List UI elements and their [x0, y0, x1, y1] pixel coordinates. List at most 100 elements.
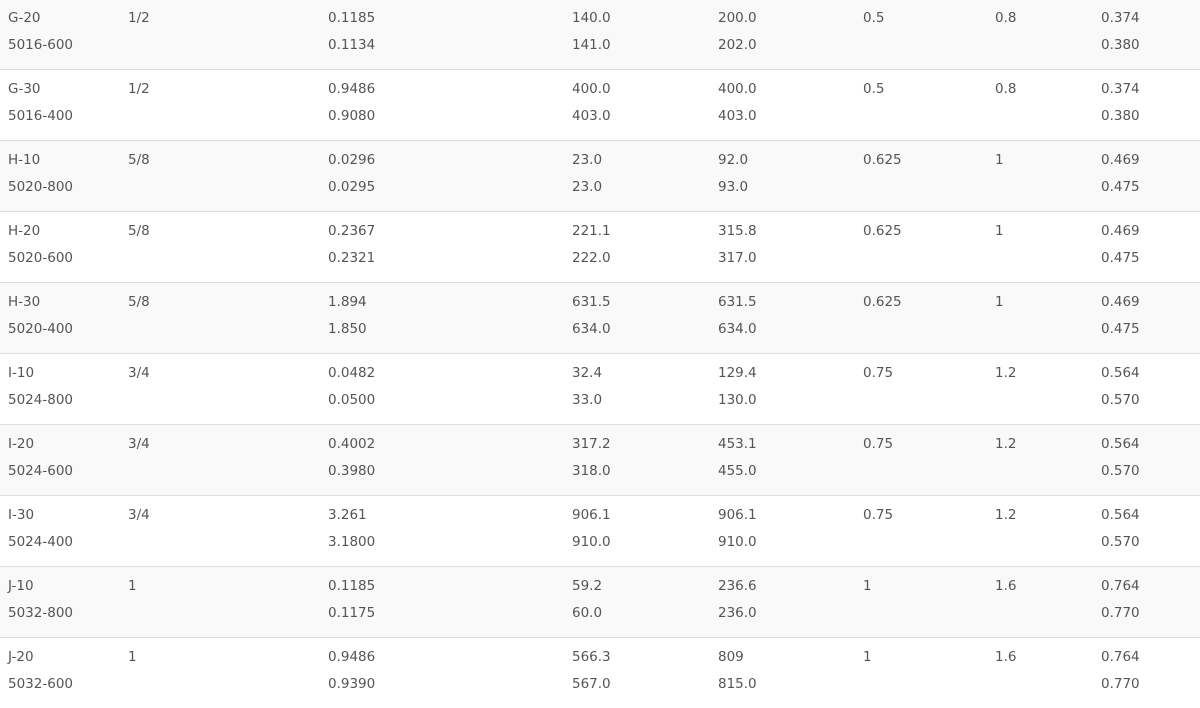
- value-cell: 631.5 634.0: [572, 282, 718, 353]
- value-cell: 315.8 317.0: [718, 211, 863, 282]
- cell-line: 5032-600: [8, 675, 73, 692]
- cell-line: 0.570: [1101, 462, 1140, 479]
- value-cell: 906.1 910.0: [572, 495, 718, 566]
- value-cell: 0.75: [863, 495, 995, 566]
- table-row: H-10 5020-800 5/8 0.0296 0.0295 23.0 23.0 92.0 9…: [0, 140, 1200, 211]
- cell-line: 1: [128, 648, 137, 665]
- cell-line: 0.4002: [328, 435, 376, 452]
- size-cell: 1/2: [128, 69, 328, 140]
- cell-line: H-10: [8, 151, 41, 168]
- value-cell: 400.0 403.0: [572, 69, 718, 140]
- cell-line: 140.0: [572, 10, 611, 26]
- cell-line: 200.0: [718, 10, 757, 26]
- value-cell: 317.2 318.0: [572, 424, 718, 495]
- cell-line: 0.770: [1101, 675, 1140, 692]
- part-number-cell: J-10 5032-800: [0, 566, 128, 637]
- value-cell: 0.564 0.570: [1101, 353, 1200, 424]
- size-cell: 3/4: [128, 424, 328, 495]
- cell-line: H-30: [8, 293, 41, 310]
- cell-line: 0.9080: [328, 107, 376, 124]
- cell-line: 1.2: [995, 364, 1017, 381]
- cell-line: 0.75: [863, 364, 894, 381]
- cell-line: 0.75: [863, 435, 894, 452]
- value-cell: 0.8: [995, 0, 1101, 69]
- cell-line: 631.5: [718, 293, 757, 310]
- cell-line: 3/4: [128, 506, 150, 523]
- value-cell: 1: [995, 211, 1101, 282]
- cell-line: 1.6: [995, 648, 1017, 665]
- table-row: J-20 5032-600 1 0.9486 0.9390 566.3 567.0 809 81…: [0, 637, 1200, 708]
- value-cell: 1.894 1.850: [328, 282, 572, 353]
- value-cell: 0.0296 0.0295: [328, 140, 572, 211]
- cell-line: 222.0: [572, 249, 611, 266]
- cell-line: 318.0: [572, 462, 611, 479]
- cell-line: 0.764: [1101, 648, 1140, 665]
- cell-line: 0.9486: [328, 80, 376, 97]
- cell-line: I-20: [8, 435, 35, 452]
- cell-line: 906.1: [718, 506, 757, 523]
- value-cell: 1.2: [995, 495, 1101, 566]
- value-cell: 236.6 236.0: [718, 566, 863, 637]
- value-cell: 1.6: [995, 637, 1101, 708]
- cell-line: 1.850: [328, 320, 367, 337]
- cell-line: 59.2: [572, 577, 603, 594]
- table-row: I-30 5024-400 3/4 3.261 3.1800 906.1 910.0 906.…: [0, 495, 1200, 566]
- cell-line: 129.4: [718, 364, 757, 381]
- cell-line: 0.564: [1101, 364, 1140, 381]
- cell-line: 0.469: [1101, 293, 1140, 310]
- cell-line: 0.2367: [328, 222, 376, 239]
- table-row: H-20 5020-600 5/8 0.2367 0.2321 221.1 222.0 315…: [0, 211, 1200, 282]
- cell-line: 315.8: [718, 222, 757, 239]
- cell-line: 5020-600: [8, 249, 73, 266]
- cell-line: 0.380: [1101, 37, 1140, 53]
- cell-line: 0.764: [1101, 577, 1140, 594]
- part-number-cell: I-10 5024-800: [0, 353, 128, 424]
- table-row: I-20 5024-600 3/4 0.4002 0.3980 317.2 318.0 453…: [0, 424, 1200, 495]
- cell-line: 631.5: [572, 293, 611, 310]
- cell-line: 0.5: [863, 10, 885, 26]
- value-cell: 0.625: [863, 211, 995, 282]
- cell-line: 910.0: [572, 533, 611, 550]
- size-cell: 5/8: [128, 282, 328, 353]
- cell-line: 0.75: [863, 506, 894, 523]
- cell-line: 906.1: [572, 506, 611, 523]
- value-cell: 0.2367 0.2321: [328, 211, 572, 282]
- cell-line: 0.9486: [328, 648, 376, 665]
- cell-line: 1.6: [995, 577, 1017, 594]
- cell-line: 0.1134: [328, 37, 376, 53]
- cell-line: 1: [995, 222, 1004, 239]
- value-cell: 0.75: [863, 353, 995, 424]
- part-number-cell: J-20 5032-600: [0, 637, 128, 708]
- cell-line: 5024-800: [8, 391, 73, 408]
- cell-line: 32.4: [572, 364, 603, 381]
- cell-line: 5020-400: [8, 320, 73, 337]
- cell-line: 1: [863, 648, 872, 665]
- table-row: H-30 5020-400 5/8 1.894 1.850 631.5 634.0 631.5…: [0, 282, 1200, 353]
- cell-line: 0.469: [1101, 222, 1140, 239]
- cell-line: 0.1185: [328, 577, 376, 594]
- cell-line: 0.564: [1101, 506, 1140, 523]
- cell-line: 0.570: [1101, 391, 1140, 408]
- value-cell: 0.0482 0.0500: [328, 353, 572, 424]
- part-number-cell: H-30 5020-400: [0, 282, 128, 353]
- cell-line: 0.475: [1101, 320, 1140, 337]
- value-cell: 1: [863, 566, 995, 637]
- cell-line: 93.0: [718, 178, 749, 195]
- value-cell: 0.374 0.380: [1101, 0, 1200, 69]
- cell-line: 3.261: [328, 506, 367, 523]
- value-cell: 0.9486 0.9390: [328, 637, 572, 708]
- part-number-cell: H-10 5020-800: [0, 140, 128, 211]
- value-cell: 221.1 222.0: [572, 211, 718, 282]
- size-cell: 1/2: [128, 0, 328, 69]
- value-cell: 566.3 567.0: [572, 637, 718, 708]
- cell-line: 5016-400: [8, 107, 73, 124]
- cell-line: 1.2: [995, 435, 1017, 452]
- cell-line: 0.2321: [328, 249, 376, 266]
- cell-line: 815.0: [718, 675, 757, 692]
- cell-line: 403.0: [718, 107, 757, 124]
- cell-line: 566.3: [572, 648, 611, 665]
- cell-line: 0.475: [1101, 249, 1140, 266]
- value-cell: 0.564 0.570: [1101, 495, 1200, 566]
